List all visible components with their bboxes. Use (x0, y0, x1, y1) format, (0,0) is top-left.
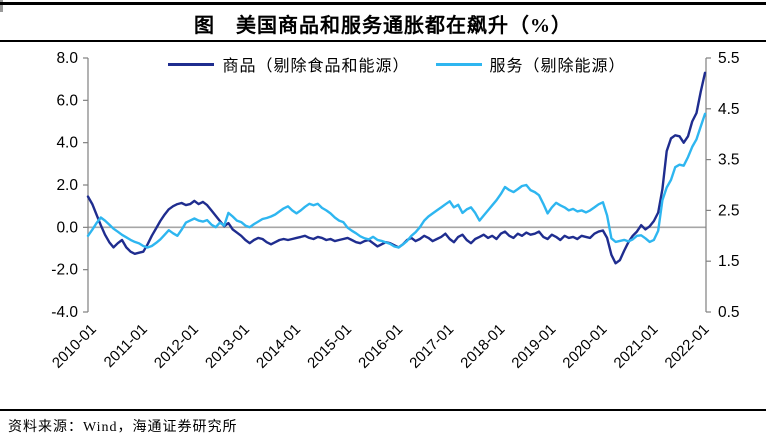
svg-text:2016-01: 2016-01 (355, 321, 406, 372)
legend-entry-services: 服务（剔除能源） (435, 52, 626, 76)
svg-text:2012-01: 2012-01 (151, 321, 202, 372)
data-source-note: 资料来源：Wind，海通证券研究所 (8, 420, 238, 435)
title-divider (0, 40, 766, 42)
svg-text:2021-01: 2021-01 (611, 321, 662, 372)
svg-text:2020-01: 2020-01 (559, 321, 610, 372)
legend-label-services: 服务（剔除能源） (489, 58, 626, 75)
svg-text:4.5: 4.5 (718, 101, 740, 118)
svg-text:2019-01: 2019-01 (508, 321, 559, 372)
corner-artifact (0, 0, 3, 12)
svg-text:0.5: 0.5 (718, 304, 740, 321)
goods-line-swatch (168, 62, 215, 66)
svg-text:2011-01: 2011-01 (101, 321, 151, 371)
svg-text:2014-01: 2014-01 (253, 321, 304, 372)
svg-text:4.0: 4.0 (56, 135, 78, 152)
chart-plot-area: 8.0 6.0 4.0 2.0 0.0 -2.0 -4.0 5.5 4.5 3.5 2.5 1.5 0.… (49, 50, 740, 372)
chart-title: 图 美国商品和服务通胀都在飙升（%） (194, 15, 572, 37)
legend-label-goods: 商品（剔除食品和能源） (222, 58, 410, 75)
svg-text:6.0: 6.0 (56, 92, 78, 109)
svg-text:8.0: 8.0 (56, 50, 78, 67)
top-rule (0, 2, 766, 5)
legend-entry-goods: 商品（剔除食品和能源） (168, 52, 409, 76)
svg-text:2010-01: 2010-01 (49, 321, 100, 372)
chart-legend: 商品（剔除食品和能源） 服务（剔除能源） (88, 52, 706, 76)
inflation-line-chart: 8.0 6.0 4.0 2.0 0.0 -2.0 -4.0 5.5 4.5 3.5 2.5 1.5 0.… (0, 42, 766, 408)
svg-text:2.5: 2.5 (718, 202, 740, 219)
svg-text:2018-01: 2018-01 (457, 321, 508, 372)
svg-text:3.5: 3.5 (718, 152, 740, 169)
svg-text:2015-01: 2015-01 (304, 321, 355, 372)
svg-text:5.5: 5.5 (718, 50, 740, 67)
svg-text:2.0: 2.0 (56, 177, 78, 194)
svg-text:1.5: 1.5 (718, 253, 740, 270)
svg-text:-4.0: -4.0 (51, 304, 78, 321)
svg-text:2017-01: 2017-01 (406, 321, 457, 372)
services-line-swatch (435, 62, 482, 66)
svg-text:2013-01: 2013-01 (202, 321, 253, 372)
source-divider (0, 409, 766, 411)
svg-text:0.0: 0.0 (56, 219, 78, 236)
svg-text:2022-01: 2022-01 (662, 321, 713, 372)
svg-text:-2.0: -2.0 (51, 262, 78, 279)
